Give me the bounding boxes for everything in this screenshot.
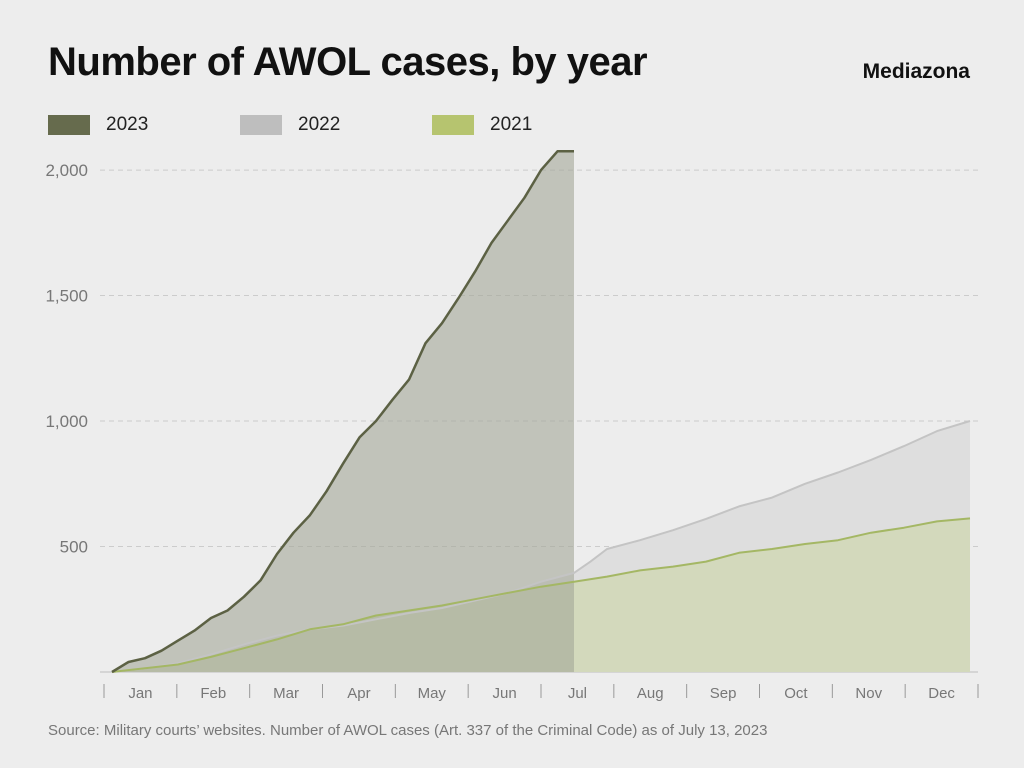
- x-tick-label-may: May: [418, 685, 447, 702]
- legend-item-2021: 2021: [432, 114, 624, 136]
- y-tick-label-2: 1,500: [45, 287, 88, 306]
- x-tick-label-oct: Oct: [784, 685, 808, 702]
- x-tick-label-jan: Jan: [128, 685, 152, 702]
- chart-legend: 2023 2022 2021: [48, 114, 624, 136]
- line-2022: [111, 420, 971, 673]
- x-tick-label-jun: Jun: [492, 685, 516, 702]
- legend-swatch-2021: [432, 115, 474, 135]
- legend-label-2022: 2022: [298, 114, 341, 135]
- source-note: Source: Military courts’ websites. Numbe…: [48, 722, 768, 739]
- y-tick-label-3: 2,000: [45, 161, 88, 180]
- y-tick-label-0: 500: [60, 538, 88, 557]
- x-tick-label-dec: Dec: [928, 685, 955, 702]
- legend-label-2023: 2023: [106, 114, 149, 135]
- area-2023: [112, 151, 574, 673]
- legend-swatch-2023: [48, 115, 90, 135]
- legend-swatch-2022: [240, 115, 282, 135]
- chart-title: Number of AWOL cases, by year: [48, 40, 648, 84]
- line-2021: [111, 517, 971, 673]
- legend-item-2023: 2023: [48, 114, 240, 136]
- x-tick-label-jul: Jul: [568, 685, 587, 702]
- y-tick-label-1: 1,000: [45, 412, 88, 431]
- x-tick-label-sep: Sep: [710, 685, 737, 702]
- x-tick-label-apr: Apr: [347, 685, 370, 702]
- legend-item-2022: 2022: [240, 114, 432, 136]
- x-tick-label-aug: Aug: [637, 685, 664, 702]
- x-tick-label-nov: Nov: [855, 685, 882, 702]
- legend-label-2021: 2021: [490, 114, 533, 135]
- brand-logo-text: Mediazona: [862, 60, 970, 83]
- line-2023: [111, 150, 574, 674]
- x-tick-label-mar: Mar: [273, 685, 299, 702]
- x-tick-label-feb: Feb: [200, 685, 226, 702]
